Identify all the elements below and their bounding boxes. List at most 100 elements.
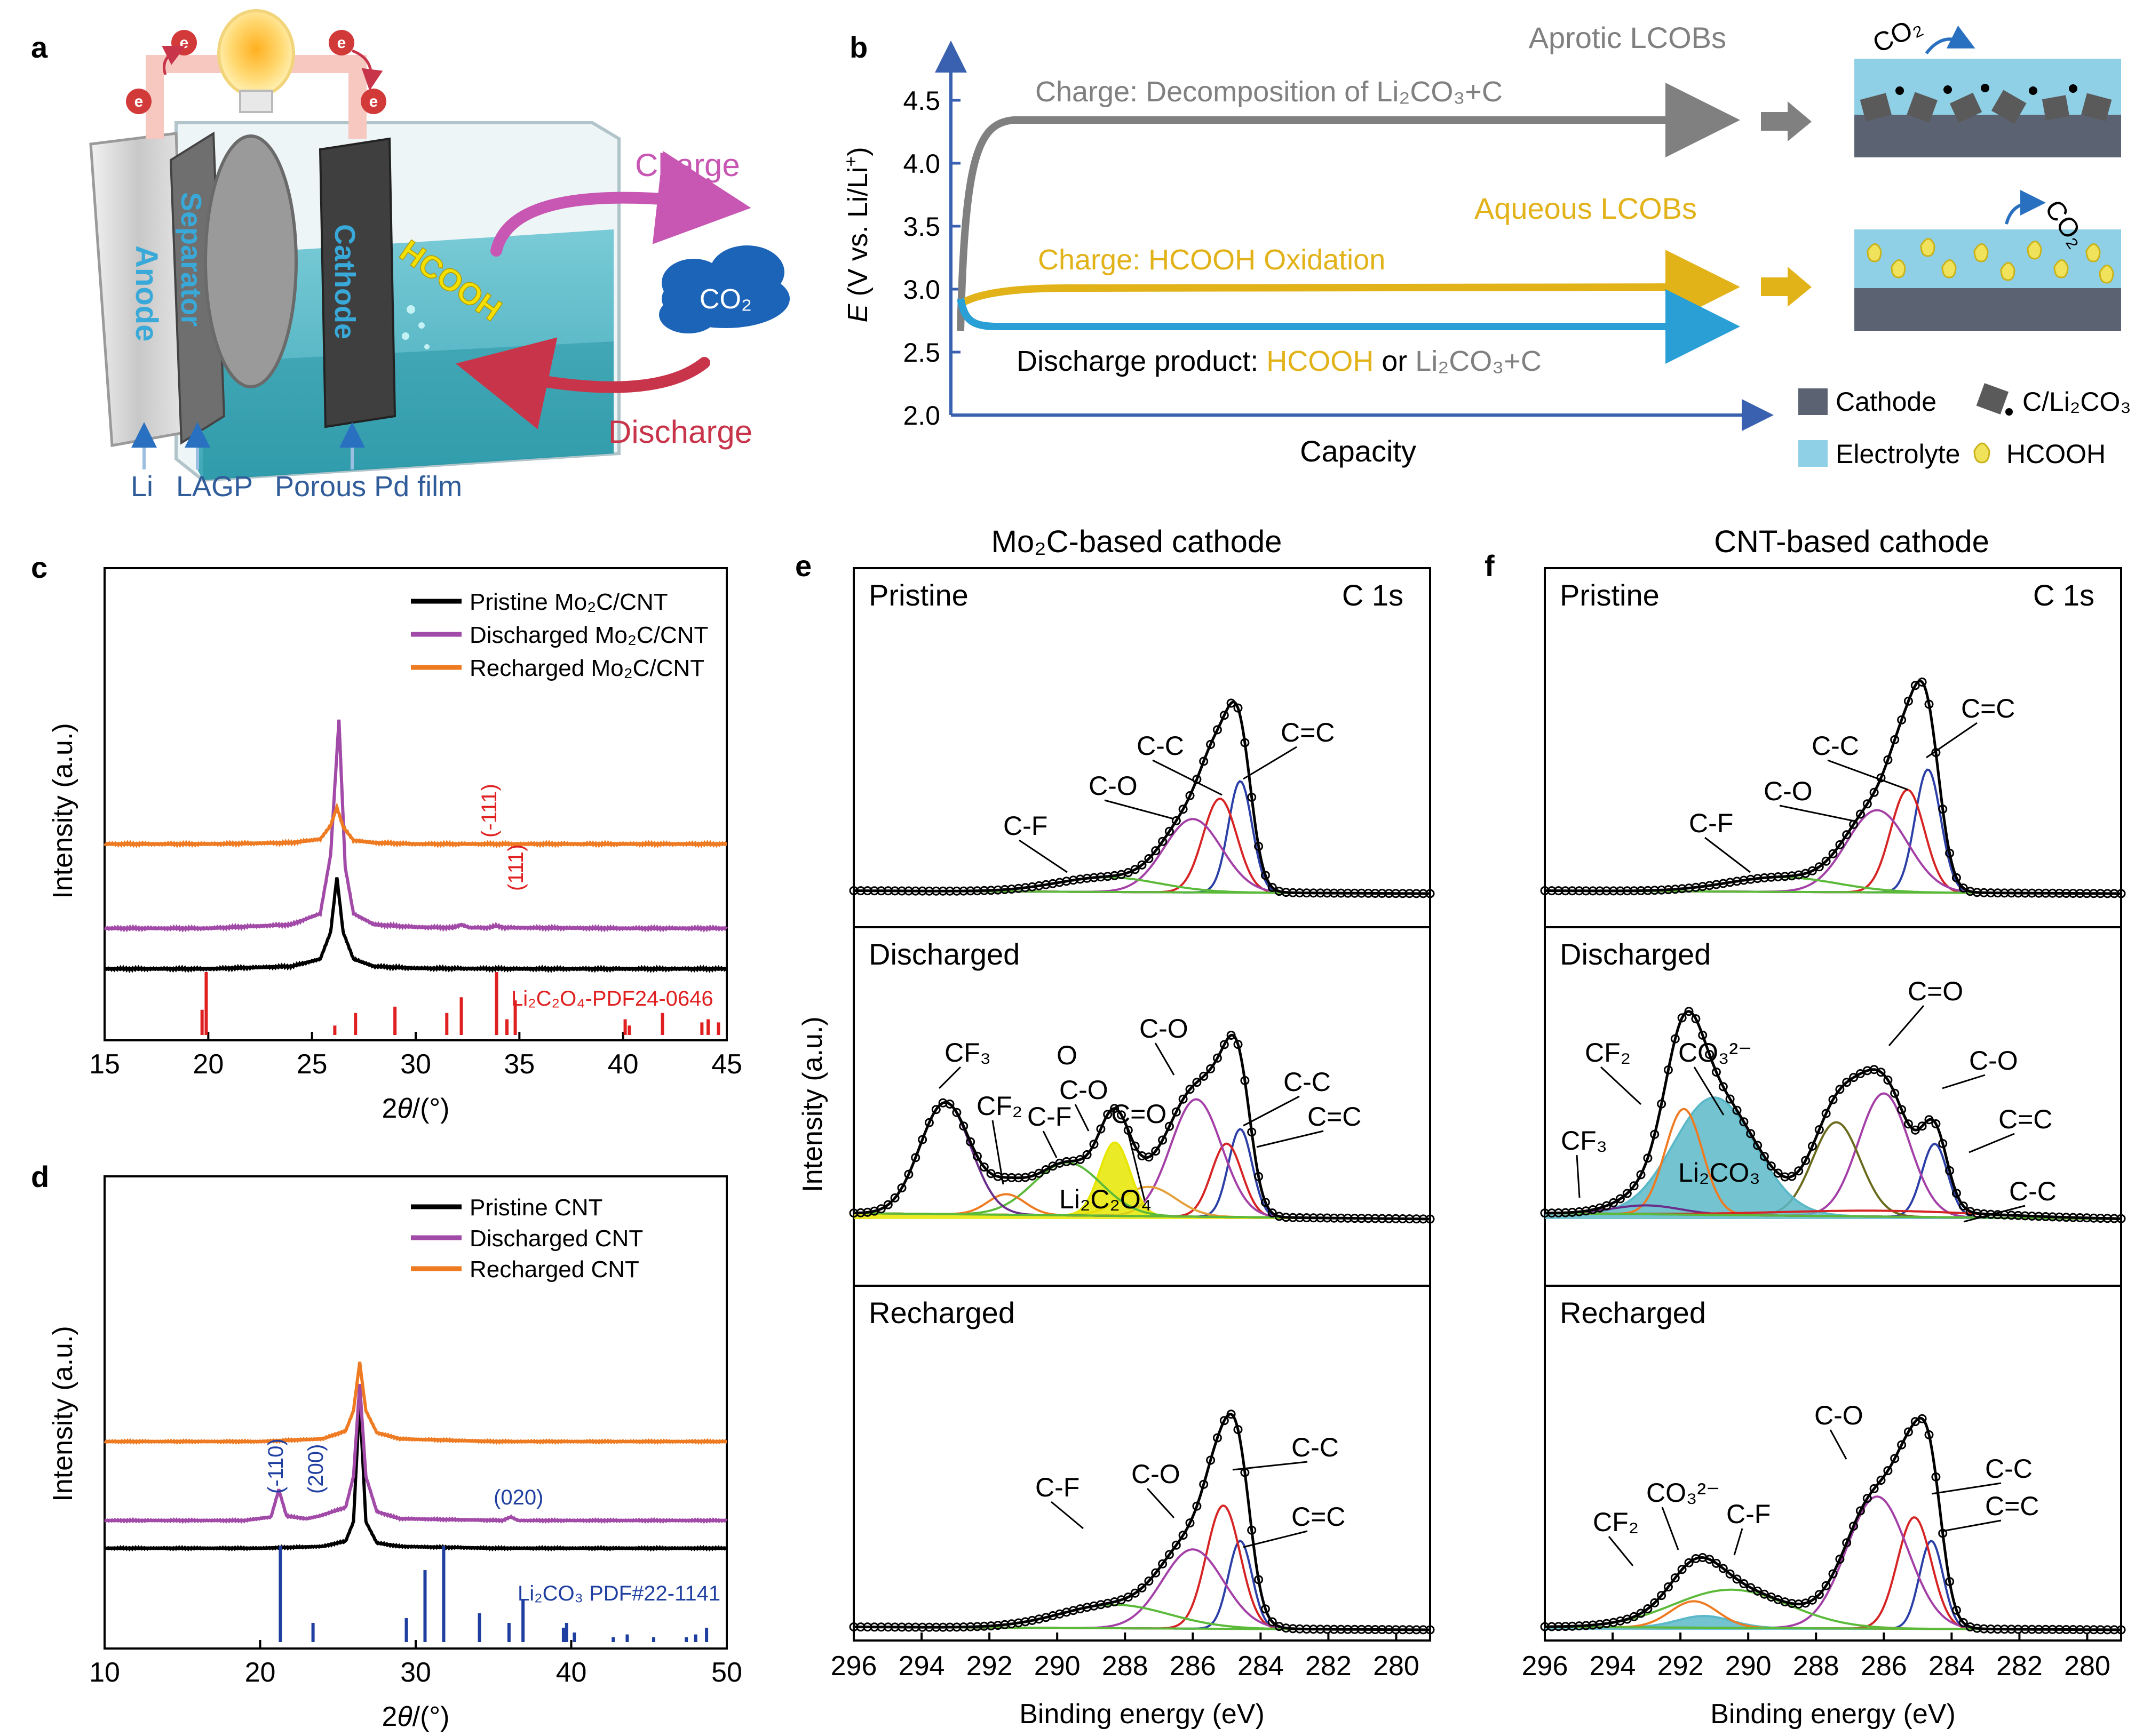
peak-leader — [1232, 1461, 1308, 1471]
envelope-line — [853, 1033, 1430, 1221]
background-line — [1544, 1212, 2122, 1220]
panel-d: d 10 20 30 40 50 Pristine CNT Discharged CNT Re… — [31, 1160, 742, 1732]
data-point — [1034, 1168, 1044, 1178]
data-point — [979, 1162, 989, 1172]
panel-letter-d: d — [31, 1160, 49, 1193]
data-point — [876, 1204, 886, 1214]
b-legend-cathode-swatch — [1798, 388, 1828, 415]
data-point — [1089, 1140, 1099, 1149]
data-point — [1945, 1166, 1955, 1175]
data-point — [1746, 1583, 1756, 1592]
component-curve — [1545, 1600, 2121, 1631]
bulb-icon — [217, 9, 295, 98]
subplot-label: Discharged — [869, 937, 1020, 971]
f-frame — [1544, 567, 2122, 1642]
xtick-label: 288 — [1102, 1651, 1148, 1682]
xtick-label: 292 — [1657, 1651, 1704, 1682]
data-point — [1219, 711, 1229, 720]
data-point — [1636, 1170, 1646, 1180]
data-point — [1725, 1094, 1735, 1104]
svg-text:e: e — [369, 93, 378, 110]
data-point — [1814, 1590, 1824, 1599]
peak-leader — [1926, 722, 1978, 759]
data-point — [1267, 1617, 1277, 1627]
data-point — [1041, 1165, 1051, 1174]
peak-leader — [1733, 1528, 1743, 1556]
data-point — [1753, 1141, 1763, 1150]
peak-label: C=C — [1281, 718, 1335, 747]
data-point — [1110, 1104, 1120, 1113]
legend-label: Recharged Mo₂C/CNT — [470, 655, 704, 681]
data-point — [1739, 1579, 1749, 1588]
peak-label: CF₂ — [1585, 1038, 1631, 1068]
component-curve — [1545, 789, 2121, 895]
peak-leader — [1704, 837, 1751, 873]
data-point — [1945, 1577, 1955, 1587]
peak-leader — [1154, 1042, 1175, 1076]
peak-leader — [1126, 1128, 1146, 1201]
data-point — [1725, 1569, 1735, 1579]
e-xlabel: Binding energy (eV) — [1019, 1699, 1265, 1730]
component-fill — [854, 1142, 1430, 1219]
c-reference-label: Li₂C₂O₄-PDF24-0646 — [511, 987, 713, 1010]
data-point — [1883, 755, 1893, 765]
data-point — [1199, 1071, 1209, 1081]
b-aqueous-curve — [958, 250, 1740, 325]
data-point — [1075, 1154, 1085, 1164]
envelope-line — [854, 1413, 1430, 1631]
data-point — [1862, 799, 1872, 809]
b-xlabel: Capacity — [1300, 434, 1416, 468]
xtick-label: 292 — [966, 1651, 1013, 1682]
data-point — [1185, 1518, 1195, 1528]
data-point — [1862, 1494, 1872, 1503]
peak-label: C-C — [1812, 731, 1859, 761]
data-point — [1821, 1581, 1831, 1590]
peak-label: C=C — [1307, 1102, 1361, 1132]
peak-leader — [1827, 759, 1908, 791]
data-point — [1691, 1014, 1701, 1024]
data-point — [1082, 1150, 1092, 1159]
data-point — [1938, 1139, 1948, 1148]
xtick-label: 30 — [400, 1049, 431, 1080]
data-point — [1247, 792, 1257, 802]
wire-right — [283, 55, 367, 139]
data-point — [1759, 1152, 1769, 1161]
peak-leader — [1146, 1487, 1175, 1519]
data-point — [1425, 889, 1435, 898]
panel-f: f CNT-based cathode Pristine C 1s Discharg… — [1485, 524, 2126, 1730]
data-point — [1698, 1030, 1708, 1040]
data-point — [1945, 848, 1955, 858]
peak-label: C=O — [1111, 1099, 1166, 1129]
xtick-label: 280 — [2064, 1651, 2110, 1682]
peak-label: Li₂CO₃ — [1678, 1158, 1760, 1188]
peak-label: C-C — [1291, 1432, 1339, 1462]
data-point — [1260, 871, 1270, 880]
data-point — [1425, 1625, 1435, 1635]
b-aprotic-curve — [957, 83, 1740, 331]
panel-c: c 15 20 25 30 35 40 45 Pristine Mo₂C/CNT Dischar… — [31, 551, 742, 1124]
b-charge-aqueous: Charge: HCOOH Oxidation — [1038, 244, 1385, 276]
data-point — [1821, 856, 1831, 866]
data-point — [1869, 787, 1879, 797]
data-point — [1219, 1040, 1229, 1049]
peak-label: C=C — [1961, 694, 2015, 723]
data-point — [945, 1100, 955, 1109]
xtick-label: 40 — [556, 1657, 587, 1688]
subplot-tag: C 1s — [1342, 578, 1403, 612]
d-annotation: (-110) — [264, 1438, 288, 1494]
data-point — [1199, 756, 1209, 766]
xtick-label: 296 — [831, 1651, 877, 1682]
data-point — [1684, 1007, 1694, 1016]
data-point — [972, 1151, 982, 1161]
separator-label: Separator — [175, 192, 207, 327]
co2-cloud-icon — [659, 245, 790, 333]
data-point — [1130, 865, 1140, 874]
data-point — [1622, 1189, 1632, 1198]
peak-label: CO₃²⁻ — [1678, 1038, 1752, 1068]
peak-leader — [1576, 1154, 1581, 1198]
data-point — [1835, 1555, 1845, 1564]
peak-leader — [1693, 1066, 1725, 1116]
panel-e: e Mo₂C-based cathode Pristine C 1s Dischar… — [795, 524, 1435, 1730]
data-point — [1849, 1073, 1859, 1082]
data-point — [1890, 1088, 1900, 1098]
